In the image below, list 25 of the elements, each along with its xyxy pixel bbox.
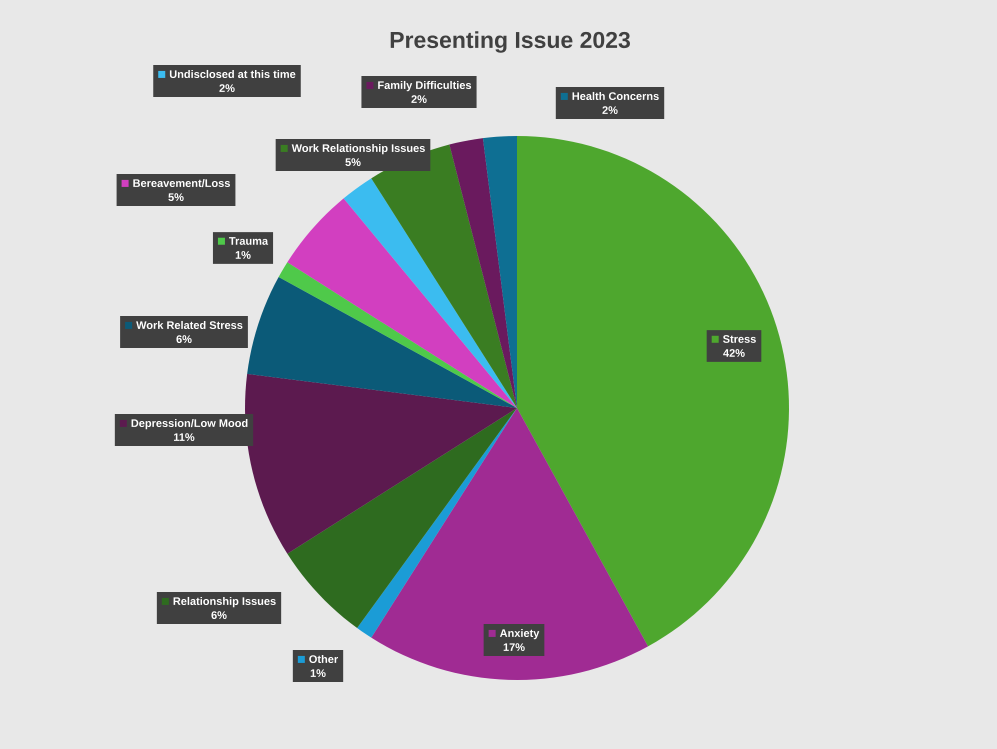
- data-label: 17%: [504, 643, 525, 652]
- data-label: 11%: [174, 433, 194, 442]
- data-label: 2%: [219, 84, 235, 92]
- legend-label: Family Difficulties: [378, 80, 472, 92]
- legend-label: Trauma: [229, 237, 268, 245]
- data-label: 6%: [176, 335, 192, 344]
- legend-label: Undisclosed at this time: [170, 70, 296, 78]
- data-label: 5%: [345, 158, 361, 166]
- legend-label: Health Concerns: [572, 92, 659, 100]
- data-label: 2%: [602, 106, 618, 114]
- data-label: 1%: [310, 669, 326, 678]
- chart-title: Presenting Issue 2023: [390, 31, 630, 53]
- legend-label: Bereavement/Loss: [133, 178, 230, 188]
- data-label: 42%: [723, 349, 745, 357]
- legend-label: Work Related Stress: [136, 320, 242, 330]
- legend-label: Work Relationship Issues: [292, 144, 425, 154]
- legend-label: Depression/Low Mood: [132, 418, 248, 430]
- data-label: 6%: [211, 611, 227, 620]
- legend-label: Other: [309, 654, 338, 664]
- legend-label: Relationship Issues: [174, 596, 276, 608]
- legend-label: Stress: [723, 335, 756, 343]
- data-label: 2%: [411, 95, 427, 104]
- data-label: 1%: [236, 251, 251, 259]
- legend-label: Anxiety: [500, 628, 540, 640]
- data-label: 5%: [168, 193, 184, 202]
